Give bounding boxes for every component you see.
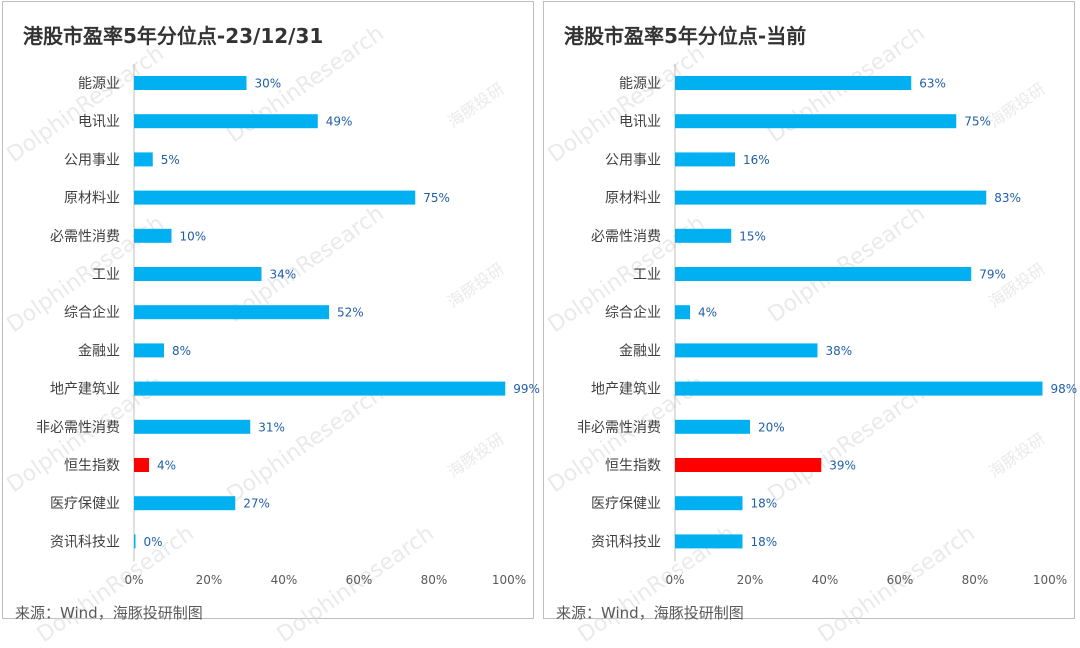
category-label: 恒生指数 [64,458,120,474]
data-label: 15% [739,229,766,243]
category-label: 地产建筑业 [591,382,661,398]
category-label: 能源业 [619,76,661,92]
data-label: 4% [157,459,176,473]
bar [675,305,690,320]
source-note: 来源：Wind，海豚投研制图 [15,604,203,622]
bar [675,343,818,358]
category-label: 地产建筑业 [50,382,120,398]
x-tick-label: 20% [196,573,223,587]
x-tick-label: 40% [812,573,839,587]
x-tick-label: 80% [962,573,989,587]
source-note: 来源：Wind，海豚投研制图 [556,604,744,622]
category-label: 综合企业 [64,304,120,321]
bar [675,76,912,90]
bar [675,190,987,205]
data-label: 5% [161,153,180,167]
category-label: 原材料业 [64,191,120,207]
x-tick-label: 40% [271,573,298,587]
data-label: 83% [994,191,1021,205]
chart-title: 港股市盈率5年分位点-当前 [564,24,807,48]
x-tick-label: 100% [1033,573,1067,587]
data-label: 49% [326,115,353,129]
bar [134,267,262,281]
bar [134,114,318,129]
bar-chart: 能源业 63% 电讯业 75% 公用事业 16% 原材料业 83% 必需性消费 15% 工业 79% 综… [577,64,1077,587]
data-label: 18% [751,497,778,511]
bar [675,381,1043,396]
chart-panel-left: DolphinResearch DolphinResearch 海豚投研 Dol… [2,1,540,648]
chart-title: 港股市盈率5年分位点-23/12/31 [23,24,324,48]
bar [675,114,957,129]
bar [134,305,329,320]
bar [134,381,506,396]
bar [134,419,251,434]
bar [134,343,164,358]
category-label: 恒生指数 [605,458,661,474]
data-label: 52% [337,306,364,320]
bar [134,458,149,472]
bar [134,496,236,511]
data-label: 16% [743,153,770,167]
x-tick-label: 60% [346,573,373,587]
data-label: 27% [243,497,270,511]
category-label: 原材料业 [605,191,661,207]
bar [134,534,136,549]
data-label: 75% [964,115,991,129]
bar [134,152,153,167]
data-label: 75% [423,191,450,205]
category-label: 金融业 [78,343,120,359]
bar [675,419,750,434]
bar [675,267,972,281]
bar [675,152,735,167]
bar [134,190,416,205]
category-label: 非必需性消费 [577,420,661,436]
category-label: 资讯科技业 [591,534,661,550]
data-label: 8% [172,344,191,358]
bar-chart: 能源业 30% 电讯业 49% 公用事业 5% 原材料业 75% 必需性消费 10% 工业 34% 综合… [36,64,540,587]
category-label: 公用事业 [64,152,120,168]
category-label: 必需性消费 [591,229,661,245]
data-label: 20% [758,420,785,434]
category-label: 综合企业 [605,304,661,321]
data-label: 31% [258,420,285,434]
category-label: 金融业 [619,343,661,359]
x-tick-label: 0% [665,573,684,587]
category-label: 电讯业 [78,114,120,130]
chart-panel-right: DolphinResearch DolphinResearch 海豚投研 Dol… [543,1,1077,648]
category-label: 公用事业 [605,152,661,168]
x-tick-label: 20% [737,573,764,587]
category-label: 能源业 [78,76,120,92]
bar [675,496,743,511]
bar [134,76,247,90]
data-label: 63% [919,77,946,91]
data-label: 18% [751,535,778,549]
category-label: 工业 [633,267,661,283]
category-label: 医疗保健业 [50,496,120,512]
data-label: 0% [144,535,163,549]
data-label: 10% [180,229,207,243]
data-label: 39% [829,459,856,473]
data-label: 98% [1051,382,1078,396]
data-label: 79% [979,268,1006,282]
x-tick-label: 0% [124,573,143,587]
category-label: 医疗保健业 [591,496,661,512]
category-label: 资讯科技业 [50,534,120,550]
bar [675,458,822,472]
data-label: 38% [826,344,853,358]
data-label: 99% [513,382,540,396]
x-tick-label: 60% [887,573,914,587]
x-tick-label: 80% [421,573,448,587]
bar [675,228,732,243]
data-label: 34% [270,268,297,282]
data-label: 30% [255,77,282,91]
x-tick-label: 100% [492,573,526,587]
category-label: 非必需性消费 [36,420,120,436]
bar [675,534,743,549]
category-label: 必需性消费 [50,229,120,245]
category-label: 电讯业 [619,114,661,130]
bar [134,228,172,243]
data-label: 4% [698,306,717,320]
category-label: 工业 [92,267,120,283]
